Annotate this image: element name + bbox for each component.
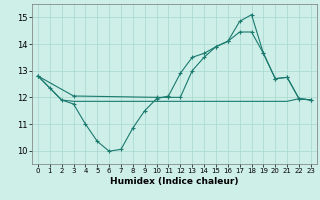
X-axis label: Humidex (Indice chaleur): Humidex (Indice chaleur) [110, 177, 239, 186]
